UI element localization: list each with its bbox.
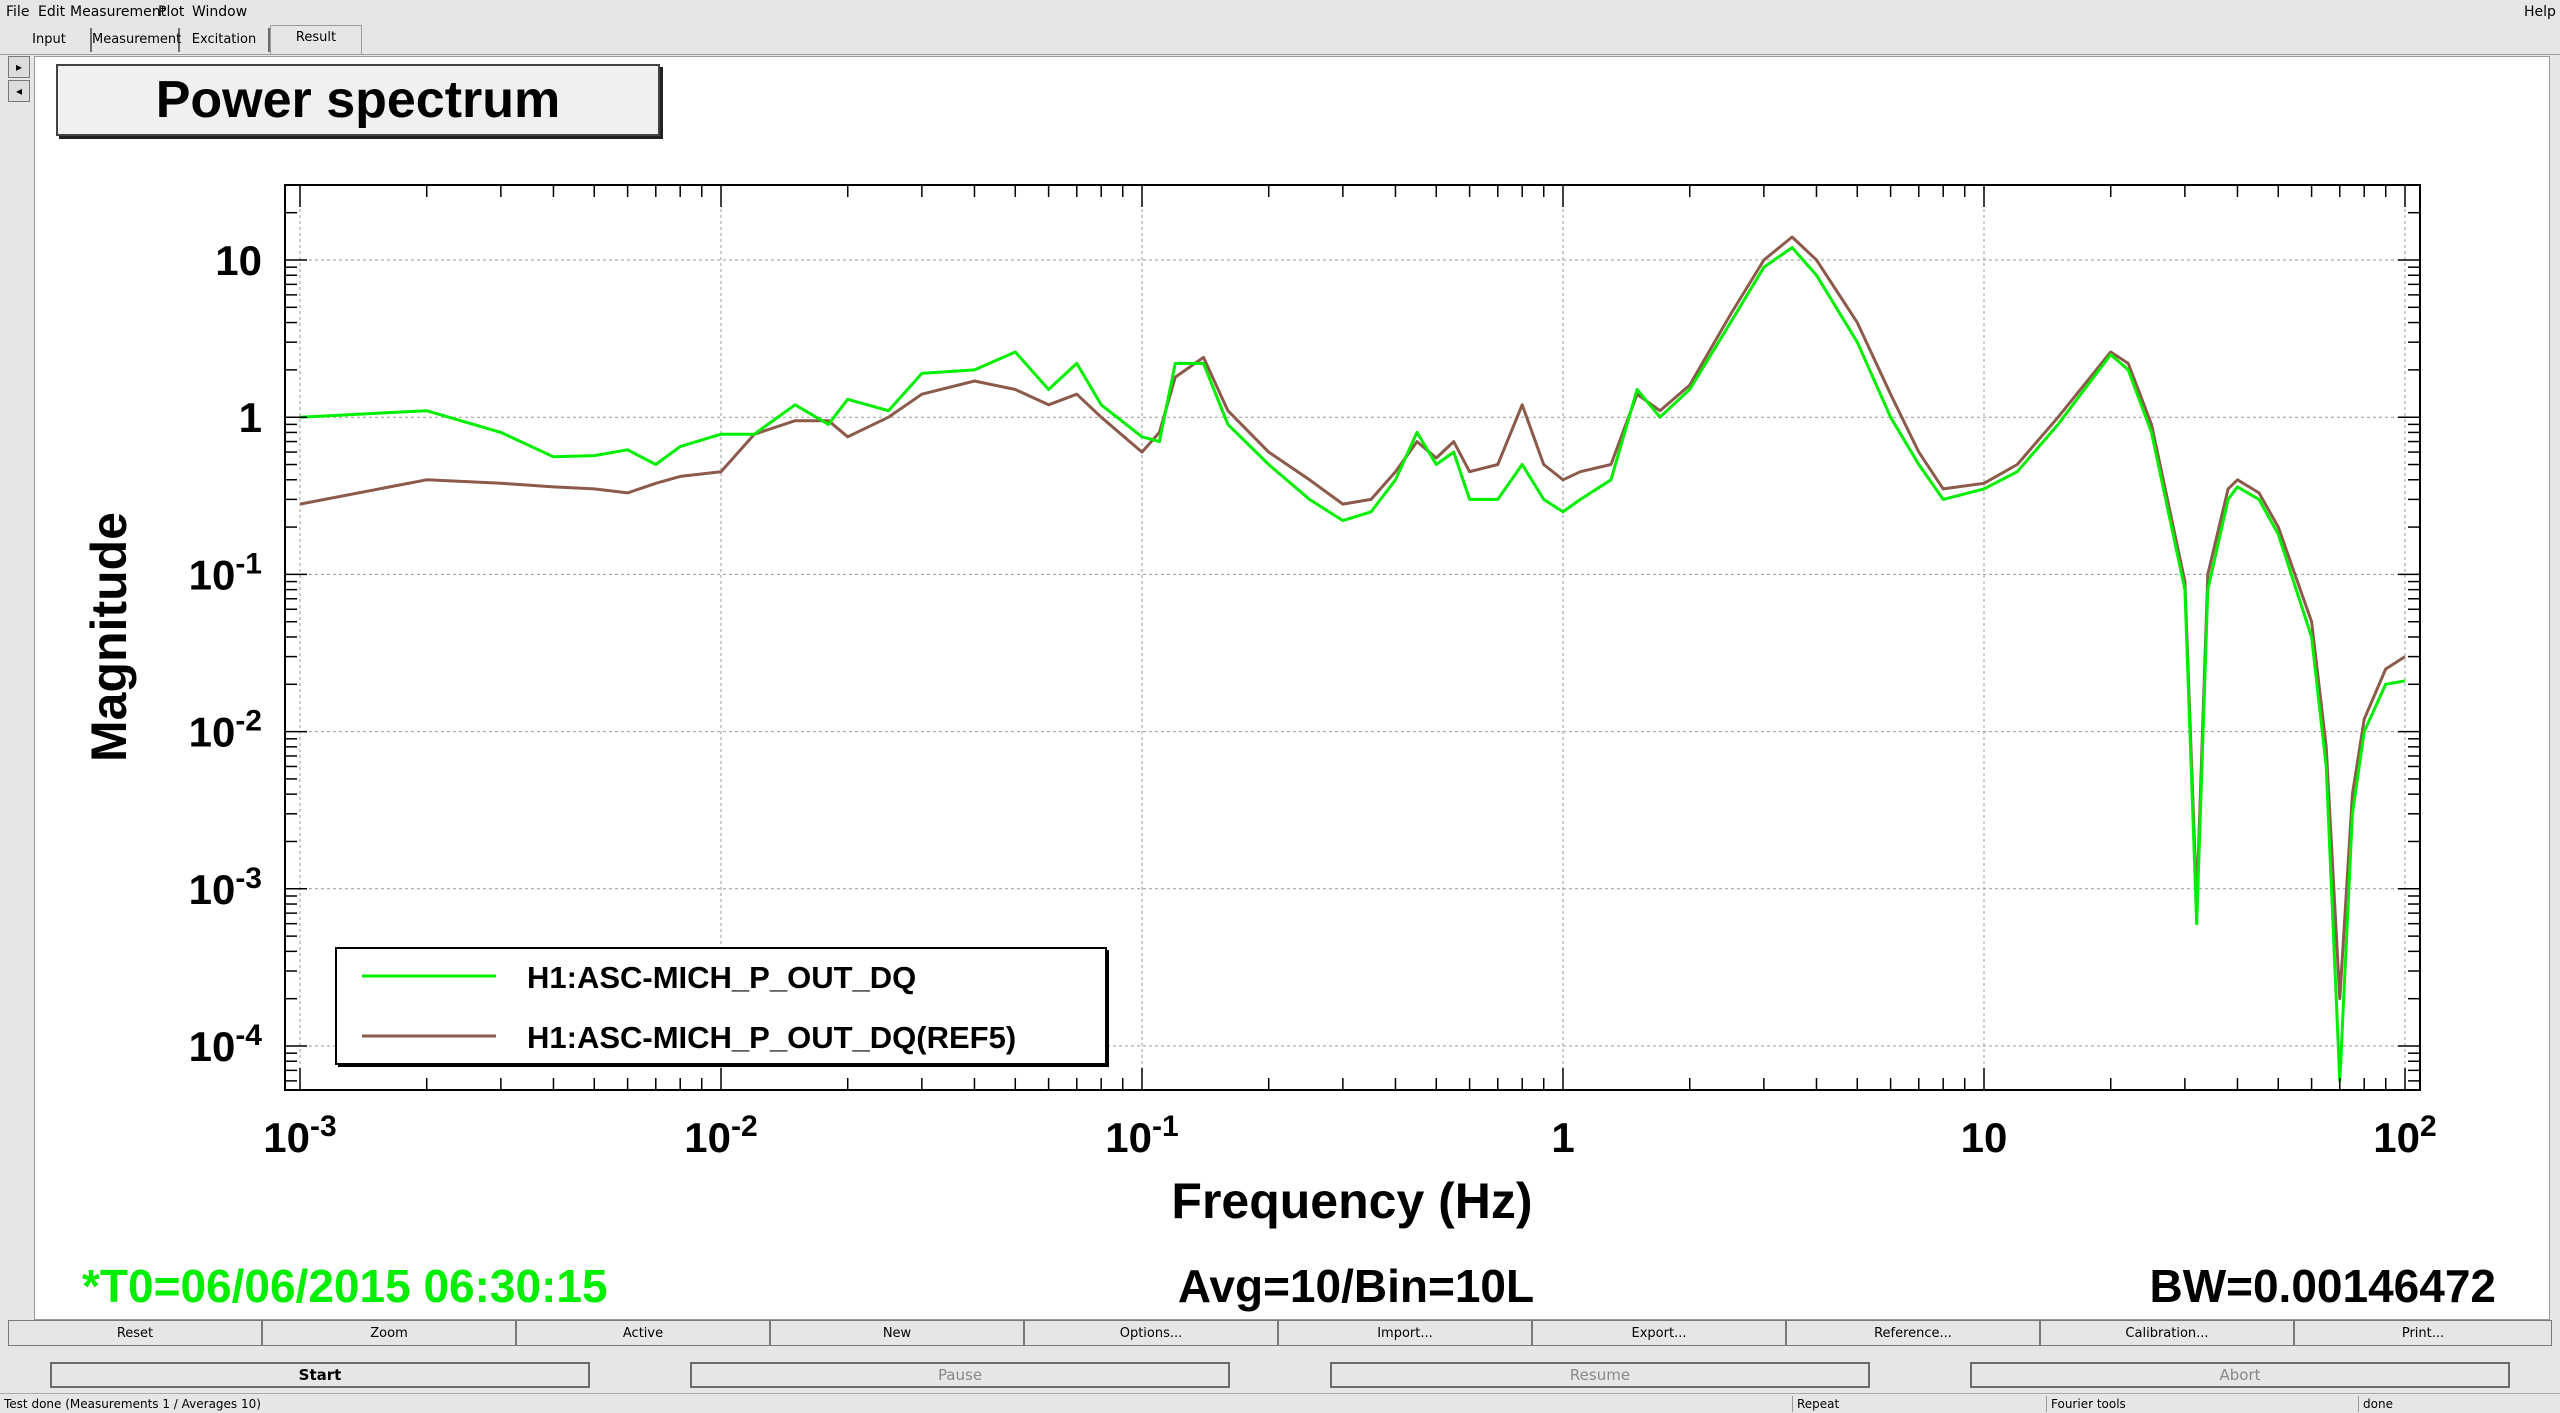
plot-title: Power spectrum (56, 64, 660, 136)
status-tools: Fourier tools (2046, 1396, 2361, 1412)
menu-help[interactable]: Help (2524, 4, 2556, 20)
x-tick-label: 1 (1551, 1114, 1574, 1161)
options-button[interactable]: Options... (1024, 1320, 1278, 1346)
y-tick-label: 1 (239, 394, 262, 441)
y-tick-label: 10-1 (189, 547, 262, 598)
series-line-reference (299, 235, 2406, 1001)
averages-info: Avg=10/Bin=10L (1178, 1260, 1534, 1312)
x-tick-labels: 10-3 10-2 10-1 1 10 102 (263, 1110, 2436, 1161)
start-button[interactable]: Start (50, 1362, 590, 1388)
zoom-button[interactable]: Zoom (262, 1320, 516, 1346)
y-tick-label: 10-4 (189, 1019, 263, 1070)
status-state: done (2358, 1396, 2560, 1412)
menu-plot[interactable]: Plot (158, 4, 185, 20)
side-arrows: ▸ ◂ (8, 56, 30, 104)
x-tick-label: 10 (1961, 1114, 2008, 1161)
resume-button[interactable]: Resume (1330, 1362, 1870, 1388)
plot-canvas[interactable] (34, 56, 2550, 1320)
calibration-button[interactable]: Calibration... (2040, 1320, 2294, 1346)
ticks (285, 185, 2420, 1090)
x-tick-label: 10-3 (263, 1110, 336, 1161)
x-tick-label: 102 (2373, 1110, 2436, 1161)
menu-file[interactable]: File (6, 4, 30, 20)
status-repeat: Repeat (1792, 1396, 2047, 1412)
active-button[interactable]: Active (516, 1320, 770, 1346)
series-layer (299, 235, 2406, 1083)
pause-button[interactable]: Pause (690, 1362, 1230, 1388)
import-button[interactable]: Import... (1278, 1320, 1532, 1346)
tab-input[interactable]: Input (8, 28, 92, 52)
menu-measurement[interactable]: Measurement (70, 4, 167, 20)
menu-bar: File Edit Measurement Plot Window Help (0, 0, 2560, 24)
status-bar: Test done (Measurements 1 / Averages 10)… (0, 1393, 2560, 1413)
tab-bar: Input Measurement Excitation Result (0, 25, 2560, 55)
y-tick-label: 10-3 (189, 862, 262, 913)
y-tick-label: 10-2 (189, 705, 262, 756)
print-button[interactable]: Print... (2294, 1320, 2552, 1346)
y-tick-labels: 10 1 10-1 10-2 10-3 10-4 (189, 237, 263, 1070)
menu-window[interactable]: Window (192, 4, 248, 20)
new-button[interactable]: New (770, 1320, 1024, 1346)
bandwidth-info: BW=0.00146472 (2149, 1260, 2496, 1312)
y-axis-label: Magnitude (81, 512, 137, 762)
reference-button[interactable]: Reference... (1786, 1320, 2040, 1346)
tab-measurement[interactable]: Measurement (92, 28, 181, 52)
tab-result[interactable]: Result (270, 25, 362, 54)
y-tick-label: 10 (215, 237, 262, 284)
expand-arrow-icon[interactable]: ▸ (8, 56, 30, 78)
menu-edit[interactable]: Edit (38, 4, 66, 20)
legend-label-series-2: H1:ASC-MICH_P_OUT_DQ(REF5) (527, 1020, 1016, 1055)
plot-control-buttons: Reset Zoom Active New Options... Import.… (8, 1320, 2552, 1348)
reset-button[interactable]: Reset (8, 1320, 262, 1346)
measurement-control-buttons: Start Pause Resume Abort (0, 1362, 2560, 1390)
t0-timestamp: *T0=06/06/2015 06:30:15 (82, 1260, 608, 1312)
collapse-arrow-icon[interactable]: ◂ (8, 80, 30, 102)
series-line-live (299, 246, 2406, 1083)
x-tick-label: 10-1 (1105, 1110, 1178, 1161)
tab-excitation[interactable]: Excitation (180, 28, 270, 52)
x-tick-label: 10-2 (684, 1110, 757, 1161)
legend: H1:ASC-MICH_P_OUT_DQ H1:ASC-MICH_P_OUT_D… (335, 947, 1109, 1067)
legend-label-series-1: H1:ASC-MICH_P_OUT_DQ (527, 960, 916, 995)
export-button[interactable]: Export... (1532, 1320, 1786, 1346)
status-message: Test done (Measurements 1 / Averages 10) (4, 1397, 261, 1411)
x-axis-label: Frequency (Hz) (1171, 1173, 1532, 1229)
abort-button[interactable]: Abort (1970, 1362, 2510, 1388)
